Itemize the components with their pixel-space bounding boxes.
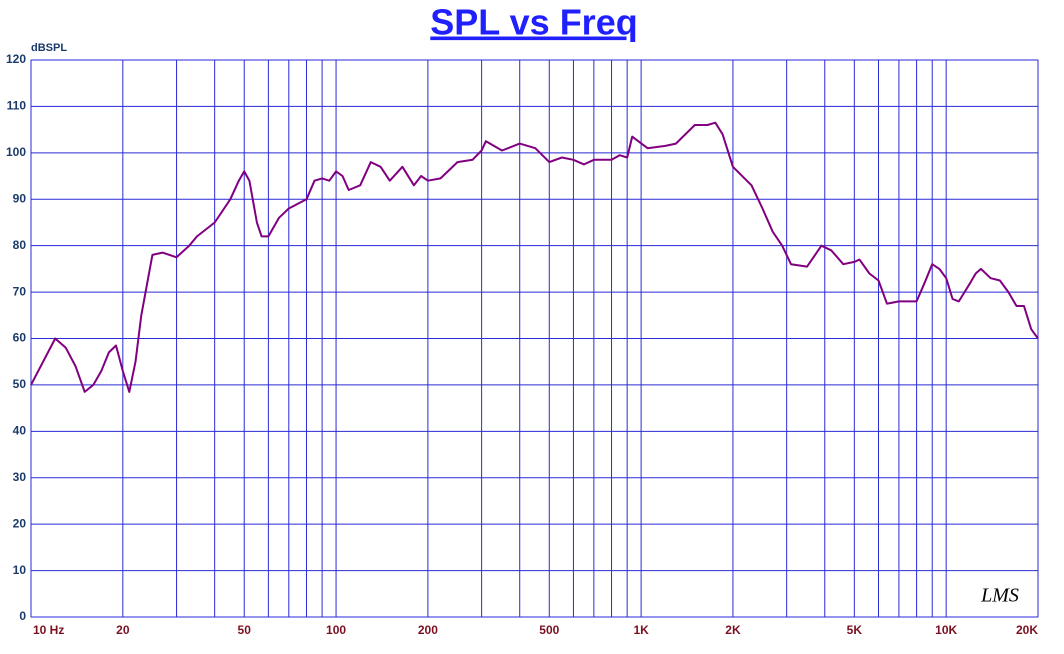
y-tick-label: 110 [7, 99, 27, 113]
y-tick-label: 0 [19, 609, 26, 623]
chart-title: SPL vs Freq [430, 2, 637, 43]
y-tick-label: 10 [13, 563, 27, 577]
x-tick-label: 10K [935, 623, 957, 637]
y-tick-label: 60 [13, 331, 27, 345]
x-tick-label: 500 [539, 623, 559, 637]
y-axis-label: dBSPL [31, 42, 67, 54]
x-tick-label: 20K [1016, 623, 1038, 637]
x-tick-label: 200 [418, 623, 438, 637]
y-tick-label: 100 [6, 145, 26, 159]
y-tick-label: 80 [13, 238, 27, 252]
y-tick-label: 90 [13, 191, 27, 205]
y-tick-label: 120 [6, 52, 26, 66]
spl-curve [30, 121, 1039, 393]
y-tick-label: 20 [13, 516, 27, 530]
y-tick-label: 50 [13, 377, 27, 391]
x-tick-label: 100 [326, 623, 346, 637]
x-tick-label: 2K [725, 623, 741, 637]
annotation: LMS [980, 585, 1019, 607]
y-tick-label: 70 [13, 284, 27, 298]
x-tick-label: 20 [116, 623, 130, 637]
x-tick-label: 50 [238, 623, 252, 637]
y-tick-label: 40 [13, 424, 27, 438]
x-tick-label: 1K [633, 623, 649, 637]
x-tick-label: 10 Hz [33, 623, 64, 637]
x-tick-label: 5K [847, 623, 863, 637]
y-tick-label: 30 [13, 470, 27, 484]
